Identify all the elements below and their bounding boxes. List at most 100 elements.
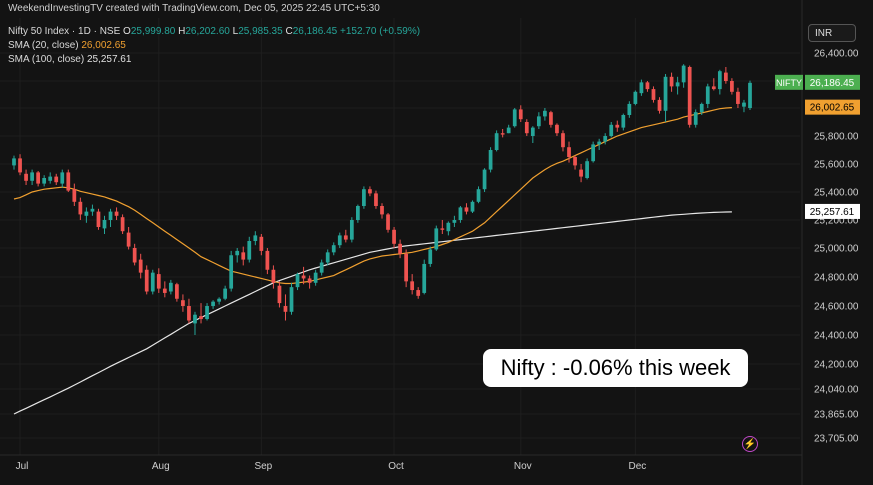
- candle[interactable]: [543, 108, 547, 121]
- candle[interactable]: [313, 269, 318, 286]
- sma100-legend[interactable]: SMA (100, close) 25,257.61: [8, 54, 131, 65]
- candle[interactable]: [657, 97, 662, 114]
- candle[interactable]: [36, 171, 41, 187]
- candle[interactable]: [488, 147, 493, 173]
- candle[interactable]: [349, 217, 354, 243]
- candle[interactable]: [265, 248, 270, 275]
- candle[interactable]: [458, 206, 463, 223]
- candle[interactable]: [506, 124, 511, 134]
- candle[interactable]: [633, 90, 638, 106]
- candle[interactable]: [132, 243, 137, 266]
- candle[interactable]: [362, 186, 366, 209]
- candle[interactable]: [162, 281, 167, 298]
- candle[interactable]: [639, 79, 644, 96]
- candle[interactable]: [24, 169, 28, 185]
- candle[interactable]: [289, 282, 294, 315]
- candle[interactable]: [271, 265, 276, 289]
- candle[interactable]: [72, 183, 77, 206]
- candle[interactable]: [609, 122, 614, 138]
- candle[interactable]: [669, 72, 674, 92]
- candle[interactable]: [687, 65, 692, 128]
- candle[interactable]: [512, 108, 517, 128]
- candle[interactable]: [494, 130, 499, 152]
- candle[interactable]: [585, 158, 589, 180]
- candle[interactable]: [277, 281, 282, 308]
- candle[interactable]: [90, 204, 95, 216]
- candle[interactable]: [337, 232, 342, 248]
- candle[interactable]: [434, 225, 439, 251]
- candle[interactable]: [343, 229, 348, 243]
- candle[interactable]: [561, 130, 565, 152]
- candle[interactable]: [476, 186, 481, 204]
- candle[interactable]: [416, 287, 421, 299]
- candle[interactable]: [12, 155, 16, 170]
- candle[interactable]: [428, 246, 433, 267]
- candle[interactable]: [325, 249, 330, 266]
- candle[interactable]: [223, 285, 228, 301]
- candle[interactable]: [380, 203, 384, 219]
- candle[interactable]: [84, 207, 89, 223]
- candle[interactable]: [603, 133, 608, 145]
- candle[interactable]: [536, 112, 541, 129]
- candle[interactable]: [144, 265, 149, 295]
- candle[interactable]: [663, 74, 668, 122]
- lightning-icon[interactable]: ⚡: [742, 436, 758, 452]
- candle[interactable]: [567, 141, 571, 163]
- candle[interactable]: [283, 294, 288, 321]
- candle[interactable]: [259, 234, 264, 256]
- candle[interactable]: [150, 269, 155, 295]
- candle[interactable]: [645, 81, 650, 92]
- candle[interactable]: [711, 78, 716, 91]
- candle[interactable]: [30, 169, 34, 185]
- candle[interactable]: [138, 253, 143, 279]
- candle[interactable]: [168, 279, 173, 295]
- candle[interactable]: [229, 250, 234, 292]
- candle[interactable]: [723, 67, 728, 84]
- candle[interactable]: [66, 169, 71, 192]
- candle[interactable]: [307, 275, 312, 289]
- candle[interactable]: [156, 268, 161, 293]
- candle[interactable]: [422, 259, 427, 295]
- candle[interactable]: [386, 213, 390, 233]
- candle[interactable]: [247, 236, 252, 263]
- candle[interactable]: [398, 239, 402, 259]
- candle[interactable]: [392, 227, 396, 248]
- candle[interactable]: [54, 173, 59, 185]
- candle[interactable]: [199, 303, 203, 324]
- candle[interactable]: [102, 215, 107, 234]
- candle[interactable]: [217, 297, 221, 305]
- candle[interactable]: [96, 208, 101, 230]
- candle[interactable]: [114, 207, 119, 220]
- candle[interactable]: [500, 129, 505, 138]
- candle[interactable]: [241, 246, 246, 266]
- candle[interactable]: [108, 208, 113, 227]
- candle[interactable]: [205, 303, 209, 321]
- candle[interactable]: [621, 113, 626, 131]
- candle[interactable]: [295, 272, 300, 291]
- candle[interactable]: [187, 298, 191, 324]
- candle[interactable]: [470, 200, 475, 213]
- candle[interactable]: [705, 83, 710, 108]
- candle[interactable]: [253, 231, 258, 246]
- candle[interactable]: [440, 220, 445, 234]
- candle[interactable]: [681, 64, 686, 88]
- candle[interactable]: [301, 266, 306, 285]
- candle[interactable]: [730, 78, 734, 95]
- candle[interactable]: [518, 105, 523, 122]
- sma20-legend[interactable]: SMA (20, close) 26,002.65: [8, 40, 126, 51]
- candle[interactable]: [446, 221, 451, 236]
- candle[interactable]: [78, 197, 83, 220]
- candle[interactable]: [549, 110, 553, 128]
- candle[interactable]: [181, 294, 185, 312]
- candle[interactable]: [482, 168, 487, 192]
- candle[interactable]: [748, 80, 752, 111]
- candle[interactable]: [374, 190, 378, 209]
- candle[interactable]: [530, 126, 535, 143]
- candle[interactable]: [18, 154, 22, 176]
- candle[interactable]: [742, 99, 746, 113]
- candle[interactable]: [368, 186, 372, 197]
- candle[interactable]: [235, 248, 240, 263]
- currency-button[interactable]: INR: [808, 24, 856, 42]
- candle[interactable]: [331, 242, 336, 256]
